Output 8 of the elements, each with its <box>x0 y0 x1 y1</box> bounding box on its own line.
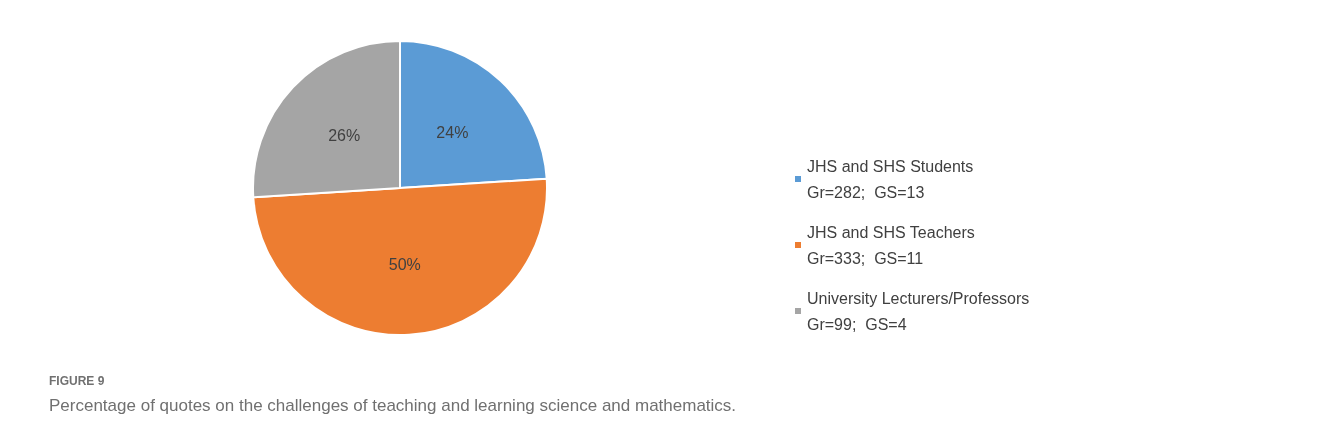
legend-label: JHS and SHS Students Gr=282; GS=13 <box>807 157 974 201</box>
legend-label: University Lecturers/Professors Gr=99; GS=4 <box>807 289 1030 333</box>
data-label: 50% <box>388 255 421 273</box>
legend-label: JHS and SHS Teachers Gr=333; GS=11 <box>807 223 975 267</box>
data-label: 24% <box>436 123 469 141</box>
text: FIGURE 9 <box>49 374 105 388</box>
data-label: 26% <box>328 127 361 145</box>
text: Percentage of quotes on the challenges of teaching and learning science and mathematics. <box>49 396 737 415</box>
